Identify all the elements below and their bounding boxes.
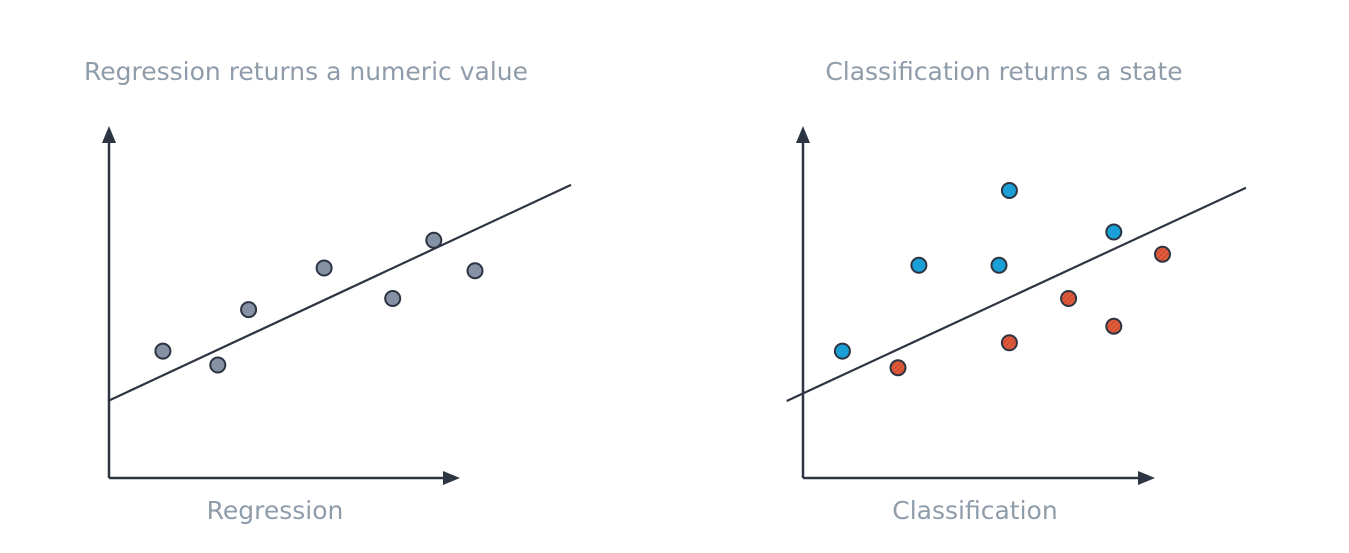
regression-x-arrow (443, 471, 460, 485)
classification-point-class-b-5 (1154, 245, 1171, 263)
regression-title: Regression returns a numeric value (84, 57, 528, 86)
regression-point-2 (209, 356, 227, 374)
regression-point-5 (384, 290, 402, 307)
classification-marks (786, 182, 1247, 402)
classification-point-class-b-2 (1000, 334, 1018, 352)
regression-point-1 (154, 342, 172, 360)
classification-point-class-b-1 (889, 359, 907, 377)
classification-point-class-b-4 (1105, 317, 1123, 335)
classification-x-arrow (1138, 471, 1155, 485)
classification-point-class-a-3 (990, 256, 1008, 274)
classification-title: Classification returns a state (825, 57, 1182, 86)
classification-panel: Classification returns a state Classific… (786, 57, 1247, 525)
regression-y-arrow (102, 126, 116, 143)
regression-point-3 (240, 301, 258, 319)
classification-point-class-a-1 (833, 342, 851, 360)
classification-y-arrow (796, 126, 810, 143)
regression-point-4 (315, 259, 333, 277)
classification-point-class-a-2 (910, 256, 928, 274)
classification-point-class-b-3 (1060, 290, 1078, 307)
regression-point-6 (425, 231, 443, 249)
regression-trend-line (107, 183, 572, 402)
classification-trend-line (786, 186, 1247, 402)
regression-x-label: Regression (207, 496, 344, 525)
regression-panel: Regression returns a numeric value Regre… (84, 57, 572, 525)
classification-point-class-a-4 (1000, 182, 1018, 199)
classification-point-class-a-5 (1105, 223, 1123, 241)
regression-marks (107, 183, 572, 402)
classification-x-label: Classification (892, 496, 1057, 525)
regression-point-7 (466, 262, 484, 280)
